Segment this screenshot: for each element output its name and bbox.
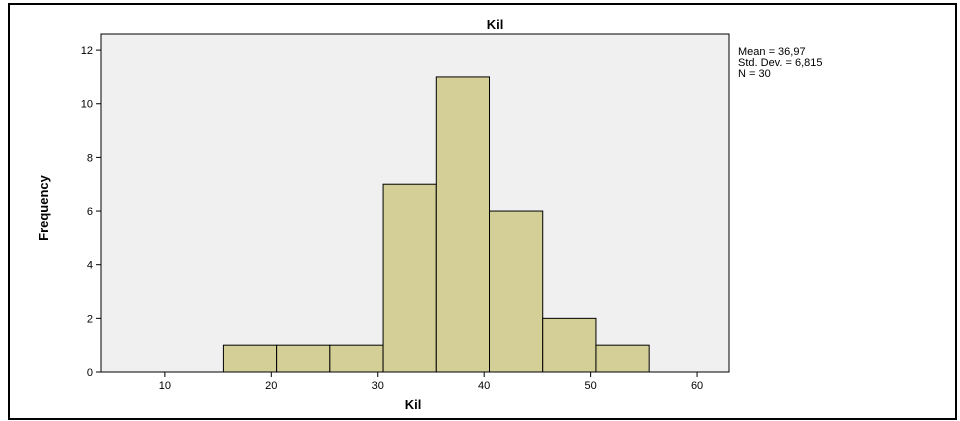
histogram-bar — [382, 183, 437, 373]
x-tick-label: 30 — [372, 380, 384, 392]
histogram-bar — [435, 76, 491, 373]
histogram-bar — [276, 344, 331, 373]
y-tick-label: 2 — [87, 313, 93, 325]
y-tick-label: 10 — [81, 99, 93, 111]
y-axis-label: Frequency — [36, 174, 51, 241]
y-tick-label: 8 — [87, 152, 93, 164]
x-tick-label: 40 — [478, 380, 490, 392]
x-axis-label: Kil — [405, 397, 422, 412]
y-tick-label: 12 — [81, 45, 93, 57]
stats-box: Mean = 36,97 Std. Dev. = 6,815 N = 30 — [738, 47, 823, 80]
histogram-bar — [542, 317, 597, 373]
histogram-bar — [595, 344, 650, 373]
chart-title: Kil — [487, 17, 504, 32]
x-tick-label: 50 — [585, 380, 597, 392]
x-tick-label: 60 — [691, 380, 703, 392]
x-tick-label: 10 — [159, 380, 171, 392]
chart-frame — [8, 3, 957, 420]
x-tick-label: 20 — [265, 380, 277, 392]
histogram-bar — [489, 210, 544, 373]
y-tick-label: 0 — [87, 367, 93, 379]
stat-std-dev: Std. Dev. = 6,815 — [738, 57, 823, 69]
y-tick-label: 6 — [87, 206, 93, 218]
stat-n: N = 30 — [738, 68, 771, 80]
stat-mean: Mean = 36,97 — [738, 46, 806, 58]
y-tick-label: 4 — [87, 260, 93, 272]
histogram-bar — [329, 344, 384, 373]
histogram-bar — [222, 344, 278, 373]
